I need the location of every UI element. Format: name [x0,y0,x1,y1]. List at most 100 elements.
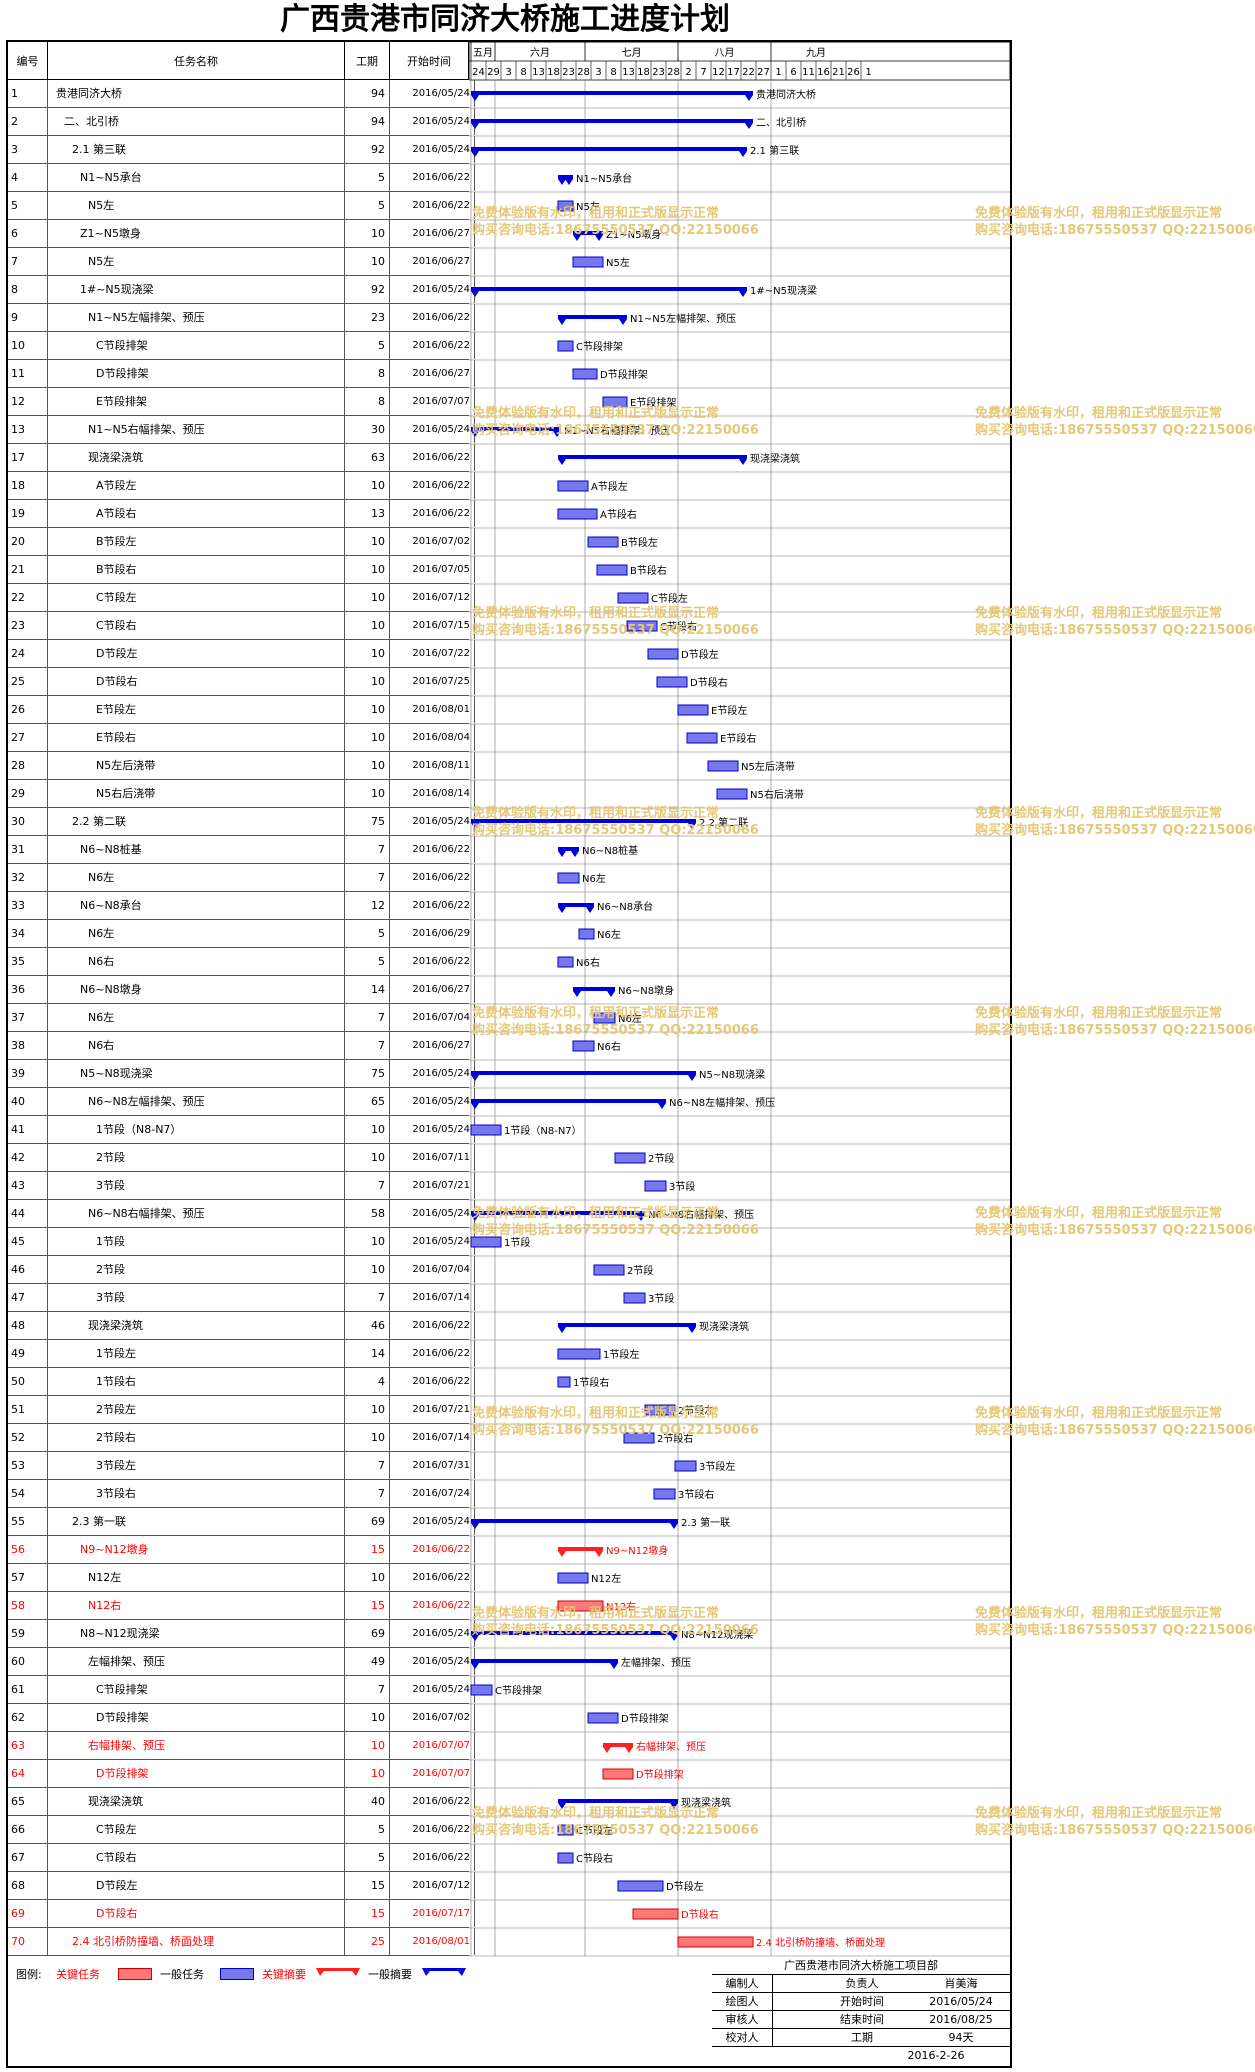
task-name: N5左后浇带 [48,752,345,779]
table-row: 32 N6左 7 2016/06/22 [8,864,475,892]
task-id: 52 [8,1424,48,1451]
day-label: 26 [847,67,860,78]
day-label: 3 [595,67,601,78]
task-bar [557,340,574,352]
table-row: 29 N5右后浇带 10 2016/08/14 [8,780,475,808]
legend-label: 图例: [16,1968,42,1981]
table-row: 36 N6~N8墩身 14 2016/06/27 [8,976,475,1004]
legend-critical-summary-swatch [316,1966,360,1983]
day-label: 8 [520,67,526,78]
task-id: 11 [8,360,48,387]
task-bar [617,592,649,604]
task-name: N12右 [48,1592,345,1619]
task-bar [593,1012,616,1024]
bar-label: 2.4 北引桥防撞墙、桥面处理 [756,1936,885,1949]
task-start: 2016/08/11 [390,752,475,779]
task-start: 2016/07/07 [390,1732,475,1759]
bar-label: 二、北引桥 [756,117,806,129]
task-id: 1 [8,80,48,107]
watermark-line2: 购买咨询电话:18675550537 QQ:22150066 [975,1623,1255,1638]
task-start: 2016/07/05 [390,556,475,583]
task-id: 31 [8,836,48,863]
watermark-line1: 免费体验版有水印，租用和正式版显示正常 [975,206,1223,221]
task-name: N5右后浇带 [48,780,345,807]
bar-label: 2节段左 [678,1404,714,1417]
task-name: 3节段 [48,1172,345,1199]
task-name: C节段右 [48,612,345,639]
info-start-label: 开始时间 [840,1995,884,2008]
bar-label: N5左 [606,256,630,269]
bar-label: N6左 [597,928,621,941]
task-start: 2016/06/22 [390,332,475,359]
bar-label: D节段右 [681,1908,719,1921]
task-name: 左幅排架、预压 [48,1648,345,1675]
bar-label: 现浇梁浇筑 [750,452,800,465]
watermark: 免费体验版有水印，租用和正式版显示正常 购买咨询电话:18675550537 QQ… [472,1405,759,1439]
task-id: 3 [8,136,48,163]
bar-label: B节段右 [630,564,667,577]
summary-bar [573,231,603,241]
task-id: 22 [8,584,48,611]
task-start: 2016/05/24 [390,1116,475,1143]
task-start: 2016/07/07 [390,1760,475,1787]
table-row: 4 N1~N5承台 5 2016/06/22 [8,164,475,192]
info-reviewer-label: 审核人 [712,2011,773,2028]
table-row: 22 C节段左 10 2016/07/12 [8,584,475,612]
task-bar [557,508,598,520]
task-id: 4 [8,164,48,191]
task-start: 2016/07/24 [390,1480,475,1507]
summary-bar [558,1799,678,1809]
watermark: 免费体验版有水印，租用和正式版显示正常 购买咨询电话:18675550537 QQ… [975,1805,1255,1839]
task-duration: 10 [345,1564,390,1591]
bar-label: N6右 [576,956,600,969]
day-label: 22 [742,67,755,78]
task-duration: 8 [345,360,390,387]
table-row: 40 N6~N8左幅排架、预压 65 2016/05/24 [8,1088,475,1116]
bar-label: 3节段右 [678,1488,714,1501]
task-name: 2.1 第三联 [48,136,345,163]
summary-bar [603,1743,633,1753]
table-row: 55 2.3 第一联 69 2016/05/24 [8,1508,475,1536]
bar-label: 2.3 第一联 [681,1516,730,1529]
task-name: 3节段右 [48,1480,345,1507]
task-id: 32 [8,864,48,891]
summary-bar [471,91,753,101]
watermark-line2: 购买咨询电话:18675550537 QQ:22150066 [472,223,759,238]
task-id: 48 [8,1312,48,1339]
task-start: 2016/06/27 [390,976,475,1003]
task-duration: 49 [345,1648,390,1675]
task-name: A节段右 [48,500,345,527]
task-id: 36 [8,976,48,1003]
task-duration: 94 [345,108,390,135]
task-bar [626,620,658,632]
task-id: 28 [8,752,48,779]
bar-label: D节段排架 [621,1712,669,1725]
summary-bar [558,175,573,185]
bar-label: N6左 [618,1012,642,1025]
task-duration: 7 [345,1172,390,1199]
task-bar [707,760,739,772]
task-duration: 40 [345,1788,390,1815]
bar-label: N5右后浇带 [750,788,804,801]
bar-label: N12左 [591,1572,621,1585]
bar-label: N6~N8右幅排架、预压 [648,1208,754,1221]
watermark-line2: 购买咨询电话:18675550537 QQ:22150066 [472,1023,759,1038]
watermark-line1: 免费体验版有水印，租用和正式版显示正常 [472,806,720,821]
bar-label: N6~N8墩身 [618,984,674,997]
task-name: N12左 [48,1564,345,1591]
watermark-line1: 免费体验版有水印，租用和正式版显示正常 [472,1006,720,1021]
task-start: 2016/07/15 [390,612,475,639]
table-row: 45 1节段 10 2016/05/24 [8,1228,475,1256]
task-duration: 10 [345,696,390,723]
day-label: 24 [472,67,485,78]
table-row: 67 C节段右 5 2016/06/22 [8,1844,475,1872]
table-row: 12 E节段排架 8 2016/07/07 [8,388,475,416]
task-duration: 10 [345,248,390,275]
day-label: 18 [547,67,560,78]
task-start: 2016/06/27 [390,360,475,387]
task-name: N6左 [48,920,345,947]
table-row: 44 N6~N8右幅排架、预压 58 2016/05/24 [8,1200,475,1228]
table-row: 70 2.4 北引桥防撞墙、桥面处理 25 2016/08/01 [8,1928,475,1956]
bar-label: A节段右 [600,508,637,521]
task-id: 43 [8,1172,48,1199]
